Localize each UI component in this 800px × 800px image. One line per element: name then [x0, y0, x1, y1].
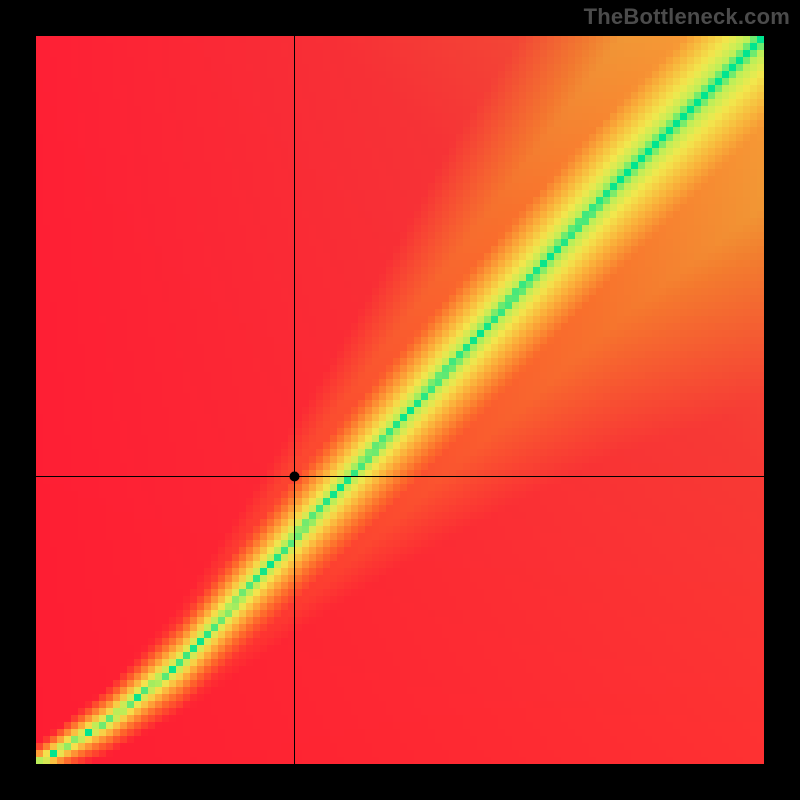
- plot-area: [36, 36, 764, 764]
- crosshair-overlay: [36, 36, 764, 764]
- chart-frame: TheBottleneck.com: [0, 0, 800, 800]
- watermark-text: TheBottleneck.com: [584, 4, 790, 30]
